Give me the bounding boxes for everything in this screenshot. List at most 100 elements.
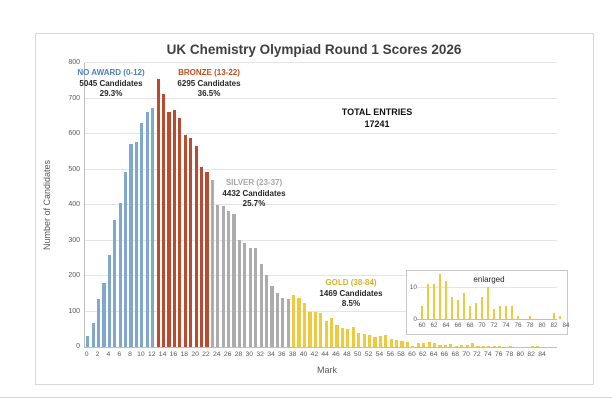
bar-mark-74 (487, 345, 491, 347)
bar-mark-60 (411, 345, 415, 347)
bar-mark-45 (330, 317, 334, 347)
total-entries-label: TOTAL ENTRIES (341, 107, 413, 117)
annotation-gold: GOLD (38-84) 1469 Candidates 8.5% (319, 278, 382, 310)
x-tick-78: 78 (505, 351, 514, 358)
inset-enlarged-box: enlarged 0 10 60 62 64 66 68 70 72 74 76 78 80 82 84 (406, 270, 570, 335)
bar-mark-82 (530, 346, 534, 347)
x-tick-12: 12 (147, 351, 156, 358)
x-tick-46: 46 (332, 351, 340, 358)
inset-bar-mark-72 (492, 309, 496, 319)
x-tick-42: 42 (310, 351, 319, 358)
inset-x-tick-70: 70 (478, 322, 486, 329)
inset-bar-mark-75 (510, 306, 514, 319)
bar-mark-2 (96, 299, 101, 347)
bar-mark-20 (194, 146, 198, 347)
inset-bar-mark-66 (456, 299, 460, 319)
bar-mark-62 (422, 343, 426, 347)
inset-bar-mark-69 (474, 303, 478, 319)
bar-mark-63 (427, 342, 431, 347)
inset-x-tick-72: 72 (490, 322, 498, 329)
bar-mark-27 (232, 213, 236, 347)
gridline-600 (85, 133, 557, 134)
inset-plot-area: 0 10 60 62 64 66 68 70 72 74 76 78 80 82 84 (407, 271, 570, 334)
bar-mark-13 (156, 78, 160, 347)
x-tick-32: 32 (256, 351, 264, 358)
bar-mark-53 (373, 336, 377, 347)
inset-baseline (417, 319, 557, 320)
inset-x-tick-76: 76 (514, 322, 522, 329)
bar-mark-44 (324, 321, 328, 347)
inset-bar-mark-67 (462, 293, 466, 319)
bar-mark-49 (351, 326, 355, 347)
bar-mark-22 (205, 172, 209, 347)
x-tick-66: 66 (440, 351, 449, 358)
bar-mark-31 (254, 247, 258, 347)
x-tick-38: 38 (288, 351, 297, 358)
y-tick-500: 500 (68, 165, 80, 173)
inset-y-tick-0: 0 (413, 315, 417, 323)
gold-candidates: 1469 Candidates (319, 288, 383, 298)
x-tick-2: 2 (95, 351, 100, 358)
bar-mark-75 (492, 345, 496, 347)
bar-mark-48 (346, 329, 350, 347)
x-tick-82: 82 (527, 351, 535, 358)
bar-mark-6 (118, 203, 122, 347)
bar-mark-78 (508, 346, 513, 347)
x-tick-70: 70 (462, 351, 470, 358)
bar-mark-19 (189, 138, 193, 347)
inset-bar-mark-74 (504, 306, 508, 319)
gold-label: GOLD (38-84) (325, 278, 377, 287)
bar-mark-23 (210, 180, 214, 347)
bronze-percent: 36.5% (197, 89, 221, 98)
inset-bar-mark-76 (516, 315, 520, 319)
x-tick-28: 28 (234, 351, 243, 358)
bar-mark-72 (476, 345, 480, 347)
bar-mark-59 (405, 342, 410, 347)
gridline-300 (85, 239, 557, 241)
inset-x-tick-82: 82 (550, 322, 558, 329)
inset-bar-mark-78 (528, 315, 532, 319)
no-award-candidates: 5045 Candidates (79, 78, 143, 88)
gridline-800 (85, 62, 557, 63)
y-tick-700: 700 (68, 94, 80, 102)
bar-mark-3 (102, 283, 106, 347)
bar-mark-83 (535, 346, 540, 347)
bar-mark-10 (140, 122, 144, 347)
bar-mark-4 (107, 254, 111, 347)
bar-mark-32 (259, 263, 263, 347)
inset-title: enlarged (473, 275, 505, 284)
x-tick-56: 56 (386, 351, 394, 358)
bar-mark-50 (357, 332, 361, 347)
y-tick-600: 600 (68, 130, 80, 137)
x-tick-64: 64 (429, 351, 438, 358)
inset-x-tick-80: 80 (538, 322, 546, 329)
x-tick-58: 58 (397, 351, 405, 358)
bar-mark-26 (227, 211, 231, 347)
bar-mark-18 (183, 134, 187, 347)
bar-mark-66 (443, 344, 447, 347)
bar-mark-51 (362, 334, 366, 347)
x-tick-52: 52 (364, 351, 373, 358)
x-tick-76: 76 (494, 351, 503, 358)
x-tick-48: 48 (343, 351, 351, 358)
bronze-label: BRONZE (13-22) (178, 68, 240, 77)
bar-mark-71 (470, 343, 475, 347)
gridline-400 (85, 204, 557, 205)
bar-mark-42 (313, 311, 317, 347)
bar-mark-46 (335, 325, 339, 347)
inset-x-tick-84: 84 (562, 322, 570, 329)
x-tick-4: 4 (106, 351, 111, 358)
inset-x-tick-62: 62 (430, 322, 438, 329)
bar-mark-67 (449, 344, 453, 347)
bar-mark-54 (378, 336, 382, 347)
x-tick-30: 30 (245, 351, 254, 358)
bar-mark-0 (86, 336, 90, 347)
y-tick-400: 400 (68, 201, 80, 208)
inset-bar-mark-63 (438, 274, 442, 319)
bar-mark-40 (302, 302, 307, 347)
bronze-candidates: 6295 Candidates (177, 78, 241, 88)
x-tick-84: 84 (538, 351, 546, 358)
bar-mark-39 (297, 297, 301, 347)
x-tick-22: 22 (202, 351, 210, 358)
bar-mark-21 (199, 166, 204, 347)
